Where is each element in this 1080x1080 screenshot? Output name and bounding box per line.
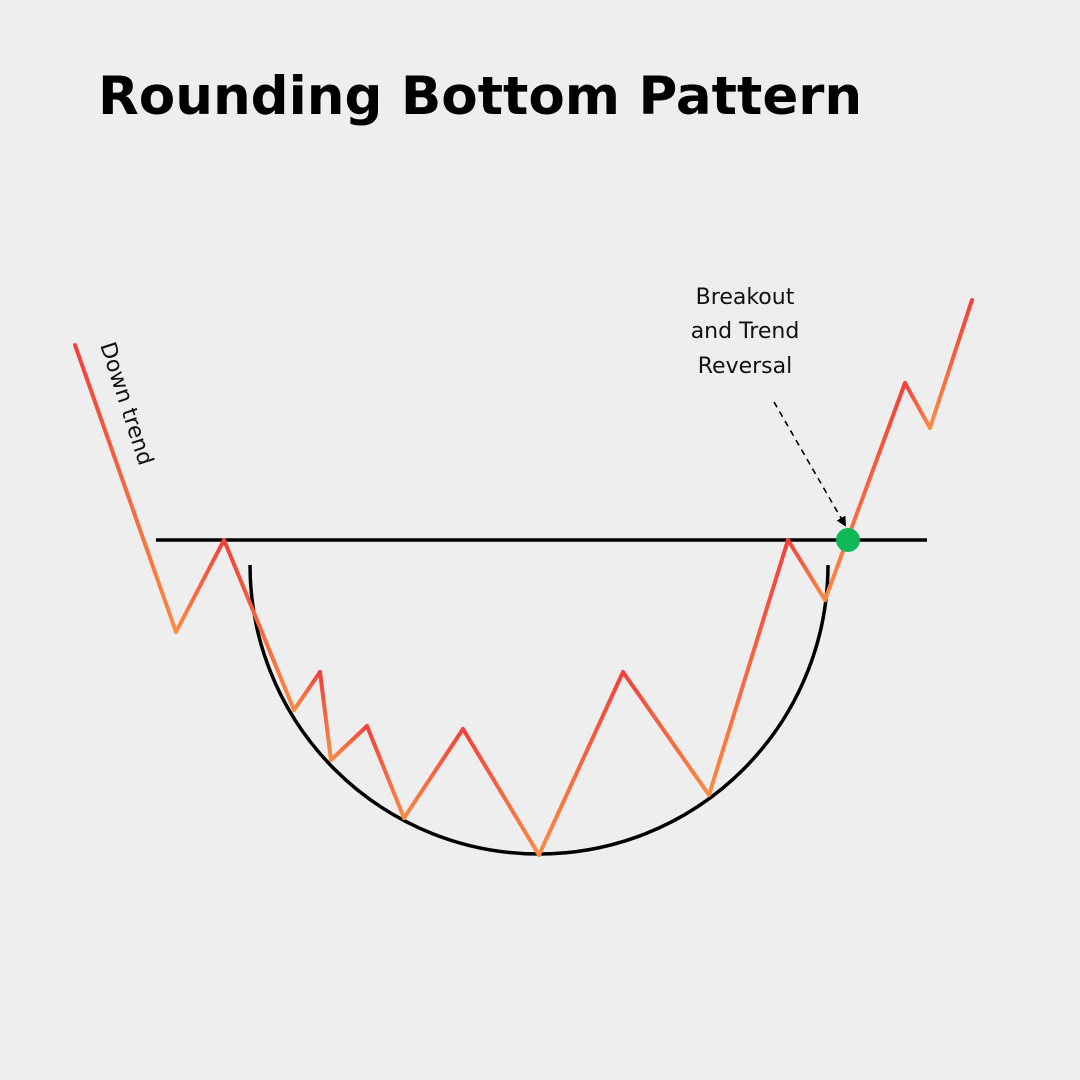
- breakout-label-line-2: and Trend: [691, 319, 800, 344]
- price-segment: [461, 727, 541, 857]
- price-path: [73, 298, 974, 857]
- page-title: Rounding Bottom Pattern: [98, 66, 863, 127]
- breakout-point: [836, 528, 860, 552]
- price-segment: [402, 727, 465, 820]
- price-segment: [73, 343, 178, 634]
- breakout-label-line-1: Breakout: [696, 285, 795, 310]
- price-segment: [329, 724, 369, 762]
- price-segment: [174, 538, 226, 634]
- downtrend-label: Down trend: [94, 339, 157, 468]
- price-segment: [823, 381, 907, 602]
- price-segment: [621, 670, 711, 797]
- breakout-arrow: [773, 401, 846, 527]
- price-segment: [365, 724, 406, 820]
- price-segment: [222, 538, 296, 712]
- price-segment: [537, 670, 625, 857]
- price-segment: [786, 538, 827, 602]
- price-segment: [292, 670, 322, 712]
- price-segment: [318, 670, 333, 762]
- price-segment: [903, 381, 932, 430]
- price-segment: [707, 538, 790, 797]
- rounding-bottom-curve: [248, 564, 830, 856]
- breakout-label-line-3: Reversal: [698, 354, 793, 379]
- price-segment: [928, 298, 974, 430]
